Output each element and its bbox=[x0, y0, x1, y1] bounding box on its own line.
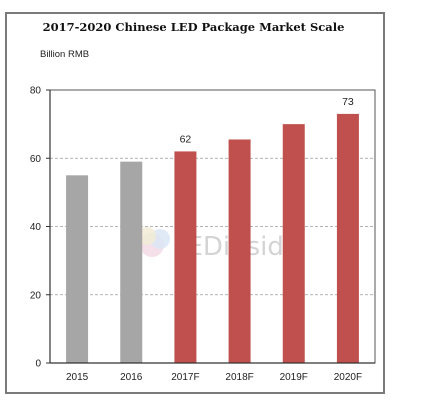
bars bbox=[66, 113, 359, 363]
bar-2016 bbox=[120, 161, 143, 363]
x-tick-label: 2016 bbox=[120, 372, 143, 383]
bar-2019F bbox=[282, 124, 305, 363]
labels: 0 20 40 60 80 2015 2016 2017F 62 2018F 2019F 2020F 7… bbox=[30, 86, 362, 384]
bar-2015 bbox=[66, 175, 89, 363]
chart-title: 2017-2020 Chinese LED Package Market Sca… bbox=[42, 20, 345, 34]
y-tick-label: 0 bbox=[35, 359, 41, 370]
x-tick-label: 2019F bbox=[280, 372, 308, 383]
y-tick-label: 60 bbox=[30, 154, 42, 165]
bar-2018F bbox=[228, 139, 251, 363]
data-label-2017F: 62 bbox=[180, 133, 192, 145]
bar-2020F bbox=[336, 113, 359, 363]
x-tick-label: 2018F bbox=[225, 372, 253, 383]
y-tick-label: 20 bbox=[30, 290, 42, 301]
x-tick-label: 2017F bbox=[171, 372, 199, 383]
gridlines bbox=[50, 89, 375, 296]
y-axis-unit-label: Billion RMB bbox=[40, 49, 90, 60]
bar-2017F bbox=[174, 151, 197, 363]
y-tick-label: 80 bbox=[30, 86, 42, 97]
x-tick-label: 2020F bbox=[334, 372, 362, 383]
x-tick-label: 2015 bbox=[66, 372, 89, 383]
axes bbox=[46, 89, 376, 364]
data-label-2020F: 73 bbox=[342, 96, 354, 108]
y-tick-label: 40 bbox=[30, 222, 42, 233]
ledinside-watermark: LEDinside bbox=[138, 227, 300, 262]
